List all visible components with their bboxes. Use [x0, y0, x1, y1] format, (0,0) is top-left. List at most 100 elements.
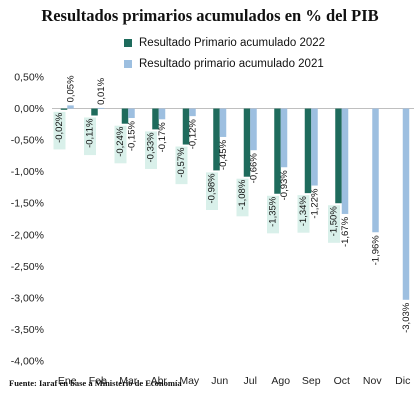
- data-label-2022: -0,98%: [207, 173, 218, 204]
- y-tick-label: -2,50%: [11, 261, 44, 273]
- y-tick-label: -0,50%: [11, 135, 44, 147]
- data-label-group: -0,11%: [84, 117, 96, 156]
- legend-item-2022: Resultado Primario acumulado 2022: [124, 32, 325, 53]
- data-label-bg: [175, 146, 188, 185]
- legend-swatch-2021: [124, 59, 132, 68]
- legend-item-2021: Resultado primario acumulado 2021: [124, 53, 325, 74]
- bar-2022-may: [182, 108, 190, 145]
- x-tick-label: Ago: [271, 375, 290, 387]
- data-label-bg: [53, 111, 66, 150]
- data-label-2022: -0,02%: [54, 112, 65, 143]
- x-tick-label: Oct: [334, 375, 350, 387]
- bar-2022-feb: [91, 108, 98, 116]
- data-label-group: -3,03%: [401, 302, 412, 333]
- data-label-group: -0,17%: [157, 122, 168, 153]
- x-tick-label: May: [179, 375, 200, 387]
- data-label-group: -1,35%: [267, 195, 279, 234]
- y-tick-label: -3,50%: [11, 324, 44, 336]
- bar-2021-sep: [311, 108, 318, 186]
- x-tick-label: Ene: [58, 375, 77, 387]
- data-label-group: -0,93%: [279, 170, 290, 201]
- data-label-2021: -0,93%: [279, 170, 290, 201]
- data-label-2021: -0,17%: [157, 122, 168, 153]
- x-tick-label: Feb: [89, 375, 107, 387]
- bar-2022-sep: [304, 108, 312, 194]
- y-tick-label: 0,50%: [14, 72, 44, 84]
- data-label-bg: [267, 195, 279, 234]
- data-label-group: -1,08%: [236, 178, 249, 217]
- x-tick-label: Mar: [119, 375, 138, 387]
- data-label-bg: [114, 125, 127, 164]
- data-label-2021: -0,66%: [249, 153, 260, 184]
- data-label-2021: -0,12%: [188, 119, 199, 150]
- bar-2021-dic: [402, 108, 410, 300]
- data-label-2022: -1,35%: [268, 196, 279, 227]
- x-tick-label: Nov: [363, 375, 382, 387]
- data-label-group: -0,24%: [114, 125, 127, 164]
- data-label-group: -0,66%: [249, 153, 260, 184]
- data-label-2022: -1,50%: [329, 206, 340, 237]
- source-note: Fuente: Iaraf en base a Ministerio de Ec…: [9, 378, 182, 388]
- y-tick-label: -4,00%: [11, 356, 44, 368]
- data-label-group: -0,12%: [188, 119, 199, 150]
- y-tick-label: -1,50%: [11, 198, 44, 210]
- data-label-2021: -3,03%: [401, 302, 412, 333]
- data-label-bg: [84, 117, 96, 156]
- bar-2022-oct: [335, 108, 342, 204]
- x-tick-label: Sep: [302, 375, 321, 387]
- bar-2022-jul: [243, 108, 251, 177]
- bar-2022-ago: [274, 108, 281, 194]
- data-label-group: -0,33%: [145, 131, 157, 169]
- legend-label-2022: Resultado Primario acumulado 2022: [139, 36, 326, 49]
- bar-2021-feb: [97, 107, 105, 109]
- chart-title: Resultados primarios acumulados en % del…: [41, 6, 379, 25]
- data-label-group: -1,50%: [328, 205, 340, 243]
- x-tick-label: Abr: [151, 375, 168, 387]
- data-label-2021: 0,01%: [96, 77, 107, 104]
- bar-2021-jun: [219, 108, 227, 137]
- data-label-2021: -1,22%: [310, 188, 321, 219]
- data-label-2022: -1,08%: [237, 179, 248, 210]
- bar-2022-abr: [152, 108, 159, 130]
- bar-2022-ene: [60, 108, 68, 110]
- data-label-2021: 0,05%: [66, 75, 77, 102]
- data-label-group: -0,45%: [218, 139, 229, 170]
- data-label-2022: -0,33%: [146, 132, 157, 163]
- data-label-group: -1,22%: [310, 188, 321, 219]
- data-label-bg: [236, 178, 249, 217]
- data-label-group: 0,01%: [96, 77, 107, 104]
- y-tick-label: 0,00%: [14, 103, 44, 115]
- chart-legend: Resultado Primario acumulado 2022 Result…: [124, 32, 325, 74]
- data-label-bg: [145, 131, 157, 169]
- data-label-bg: [206, 172, 218, 211]
- bar-2022-mar: [121, 108, 129, 124]
- legend-label-2021: Resultado primario acumulado 2021: [139, 57, 324, 70]
- data-label-group: -1,67%: [340, 216, 351, 247]
- x-tick-label: Jul: [244, 375, 257, 387]
- data-label-2021: -0,15%: [127, 120, 138, 151]
- data-label-2021: -0,45%: [218, 139, 229, 170]
- data-label-2022: -0,24%: [115, 126, 126, 157]
- x-tick-label: Jun: [211, 375, 228, 387]
- data-label-2022: -1,34%: [298, 196, 309, 227]
- bar-2021-may: [189, 108, 196, 117]
- bar-2021-jul: [250, 108, 257, 151]
- y-tick-label: -3,00%: [11, 292, 44, 304]
- data-label-group: -1,34%: [297, 195, 310, 233]
- bar-2021-abr: [158, 108, 166, 120]
- data-label-2021: -1,67%: [340, 216, 351, 247]
- data-label-bg: [328, 205, 340, 243]
- y-tick-label: -1,00%: [11, 166, 44, 178]
- bar-2021-ago: [280, 108, 288, 168]
- data-label-2022: -0,11%: [85, 118, 96, 148]
- legend-swatch-2022: [124, 38, 132, 47]
- bar-2022-jun: [213, 108, 220, 171]
- data-label-group: -1,96%: [371, 235, 382, 266]
- bar-2021-nov: [372, 108, 379, 233]
- y-tick-label: -2,00%: [11, 229, 44, 241]
- data-label-group: -0,57%: [175, 146, 188, 185]
- data-label-bg: [297, 195, 310, 233]
- data-label-2022: -0,57%: [176, 147, 187, 178]
- bar-2021-mar: [128, 108, 135, 119]
